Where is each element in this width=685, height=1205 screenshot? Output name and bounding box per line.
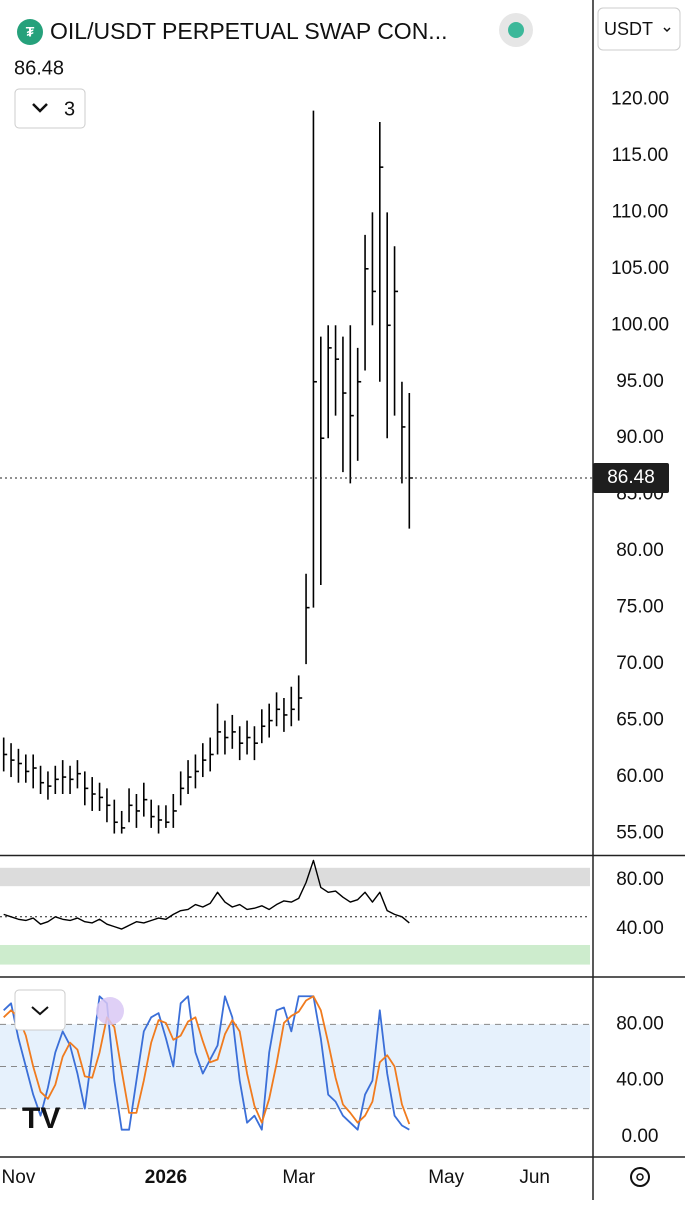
coin-icon xyxy=(17,19,43,45)
y-tick-label: 80.00 xyxy=(616,869,664,890)
symbol-title[interactable]: OIL/USDT PERPETUAL SWAP CON... xyxy=(50,18,447,44)
y-tick-label: 110.00 xyxy=(612,201,669,222)
last-price-tag-label: 86.48 xyxy=(607,467,655,488)
y-tick-label: 80.00 xyxy=(616,540,664,561)
pane-toggle[interactable] xyxy=(14,989,66,1031)
x-tick-label: May xyxy=(428,1167,464,1188)
y-tick-label: 55.00 xyxy=(616,823,664,844)
x-tick-label: Mar xyxy=(282,1167,315,1188)
last-price-tag xyxy=(593,462,669,493)
y-tick-label: 90.00 xyxy=(616,427,664,448)
y-tick-label: 40.00 xyxy=(616,1070,664,1091)
chevron xyxy=(32,103,48,113)
refresh-icon[interactable] xyxy=(96,997,124,1025)
y-tick-label: 105.00 xyxy=(611,258,669,279)
band xyxy=(0,1024,590,1109)
y-tick-label: 40.00 xyxy=(616,918,664,939)
background-layer xyxy=(0,867,590,1110)
y-tick-label: 80.00 xyxy=(616,1013,664,1034)
y-tick-label: 100.00 xyxy=(611,314,669,335)
y-tick-label: 65.00 xyxy=(616,710,664,731)
settings-icon[interactable] xyxy=(630,1167,650,1187)
indicator-line xyxy=(3,995,411,1125)
last-price: 86.48 xyxy=(14,57,64,79)
x-tick-label: 2026 xyxy=(145,1167,187,1188)
y-tick-label: 115.00 xyxy=(612,145,669,166)
currency-select[interactable] xyxy=(597,7,681,51)
indicator-count: 3 xyxy=(64,98,75,120)
chevron xyxy=(31,1006,49,1016)
y-tick-label: 0.00 xyxy=(622,1126,659,1147)
y-tick-label: 95.00 xyxy=(616,371,664,392)
plot-layer: 55.0060.0065.0070.0075.0080.0085.0090.00… xyxy=(0,88,669,1188)
currency-label: USDT xyxy=(604,19,653,39)
band xyxy=(0,867,590,887)
indicator-toggle[interactable] xyxy=(14,88,86,129)
band xyxy=(0,944,590,965)
brand-logo: TV xyxy=(22,1102,60,1135)
settings-icon-core xyxy=(636,1173,644,1181)
indicator-line xyxy=(3,995,410,1131)
y-tick-label: 70.00 xyxy=(616,653,664,674)
y-tick-label: 60.00 xyxy=(616,766,664,787)
x-tick-label: Jun xyxy=(519,1167,550,1188)
y-tick-label: 75.00 xyxy=(616,597,664,618)
x-tick-label: Nov xyxy=(2,1167,36,1188)
y-tick-label: 120.00 xyxy=(611,88,669,109)
coin-icon-glyph: ₮ xyxy=(26,24,35,40)
indicator-line xyxy=(3,859,410,930)
status-dot xyxy=(508,22,524,38)
chevron xyxy=(663,27,671,33)
